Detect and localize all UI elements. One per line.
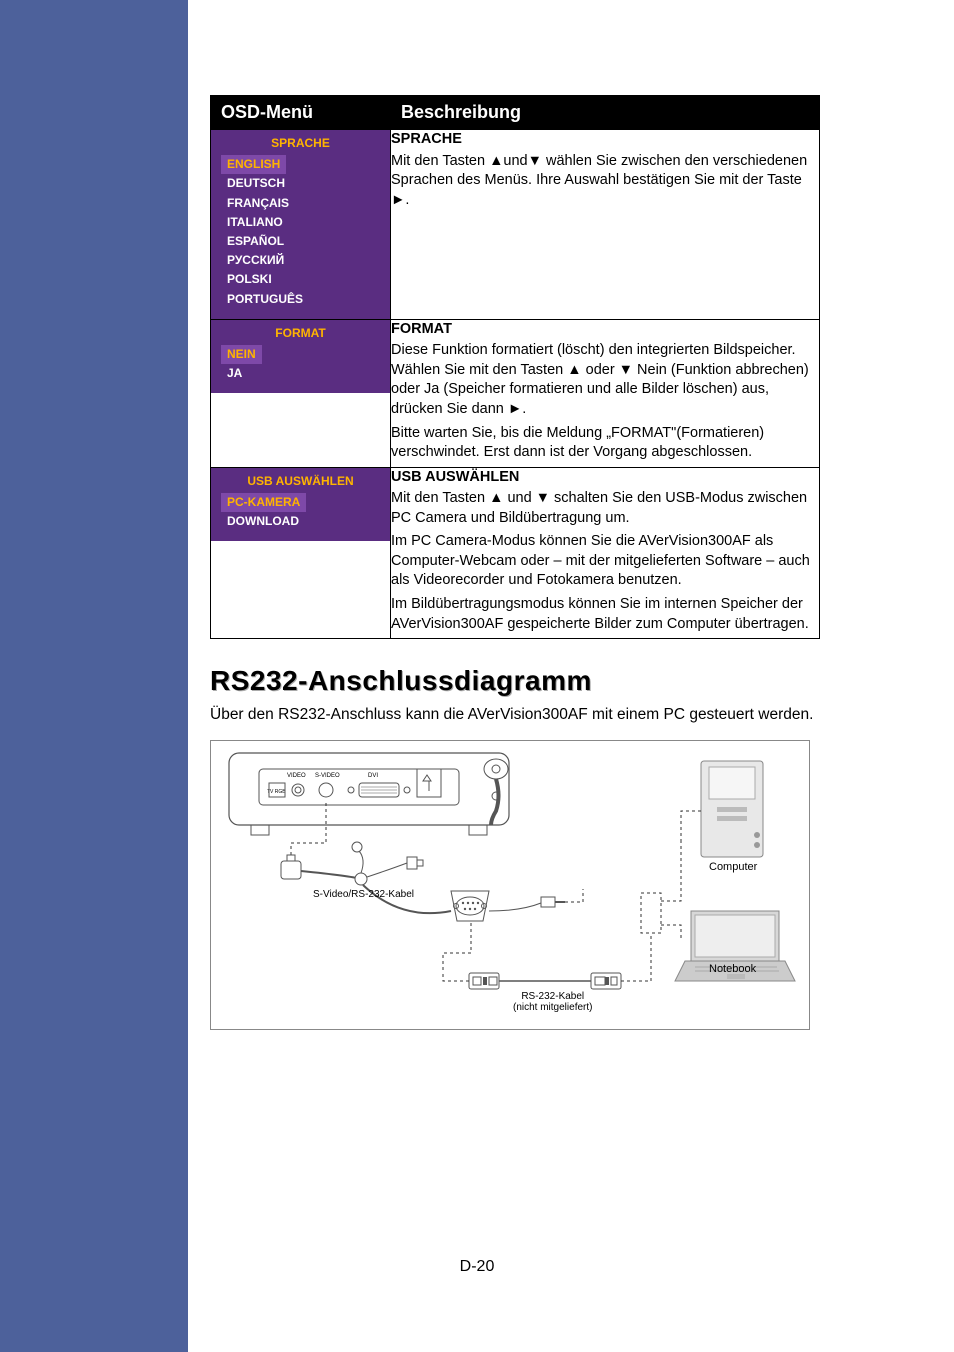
menu-selected: ENGLISH	[221, 155, 286, 174]
desc-title: FORMAT	[391, 320, 819, 340]
menu-title: USB AUSWÄHLEN	[221, 472, 380, 491]
col-header-menu: OSD-Menü	[211, 96, 391, 130]
osd-table: OSD-Menü Beschreibung SPRACHE ENGLISH DE…	[210, 95, 820, 639]
menu-selected: PC-KAMERA	[221, 493, 306, 512]
rs232-diagram: VIDEO S-VIDEO DVI TV RGB	[210, 740, 810, 1030]
port-label-dvi: DVI	[368, 773, 378, 779]
desc-para: Mit den Tasten ▲ und ▼ schalten Sie den …	[391, 489, 819, 528]
port-label-tvrgb: TV RGB	[267, 789, 286, 795]
desc-title: USB AUSWÄHLEN	[391, 468, 819, 488]
menu-item: DEUTSCH	[221, 174, 380, 193]
desc-para: Bitte warten Sie, bis die Meldung „FORMA…	[391, 424, 819, 463]
menu-selected: NEIN	[221, 345, 262, 364]
label-computer: Computer	[709, 861, 757, 873]
menu-cell-sprache: SPRACHE ENGLISH DEUTSCH FRANÇAIS ITALIAN…	[211, 130, 390, 319]
label-rs232-cable: RS-232-Kabel (nicht mitgeliefert)	[513, 991, 592, 1013]
diagram-svg: VIDEO S-VIDEO DVI TV RGB	[211, 741, 811, 1031]
desc-para: Diese Funktion formatiert (löscht) den i…	[391, 341, 819, 419]
desc-cell: FORMAT Diese Funktion formatiert (löscht…	[391, 319, 820, 467]
sidebar: AVerMedia	[0, 0, 188, 1352]
main-content: OSD-Menü Beschreibung SPRACHE ENGLISH DE…	[210, 95, 820, 1030]
menu-cell-format: FORMAT NEIN JA	[211, 320, 390, 394]
table-row: SPRACHE ENGLISH DEUTSCH FRANÇAIS ITALIAN…	[211, 130, 820, 320]
menu-title: FORMAT	[221, 324, 380, 343]
port-label-video: VIDEO	[287, 773, 306, 779]
table-row: USB AUSWÄHLEN PC-KAMERA DOWNLOAD USB AUS…	[211, 467, 820, 639]
desc-para: Im Bildübertragungsmodus können Sie im i…	[391, 595, 819, 634]
desc-para: Im PC Camera-Modus können Sie die AVerVi…	[391, 532, 819, 591]
menu-item: JA	[221, 364, 380, 383]
menu-cell-usb: USB AUSWÄHLEN PC-KAMERA DOWNLOAD	[211, 468, 390, 542]
section-intro: Über den RS232-Anschluss kann die AVerVi…	[210, 705, 820, 726]
menu-item: FRANÇAIS	[221, 194, 380, 213]
port-label-svideo: S-VIDEO	[315, 773, 340, 779]
menu-item: PORTUGUÊS	[221, 290, 380, 309]
menu-title: SPRACHE	[221, 134, 380, 153]
menu-item: ITALIANO	[221, 213, 380, 232]
menu-item: РУССКИЙ	[221, 251, 380, 270]
db9-connector-icon	[451, 891, 489, 921]
table-row: FORMAT NEIN JA FORMAT Diese Funktion for…	[211, 319, 820, 467]
desc-para: Mit den Tasten ▲und▼ wählen Sie zwischen…	[391, 152, 819, 211]
label-notebook: Notebook	[709, 963, 756, 975]
page-number: D-20	[0, 1258, 954, 1276]
notsupplied-text: (nicht mitgeliefert)	[513, 1002, 592, 1013]
rs232-text: RS-232-Kabel	[521, 991, 584, 1002]
menu-item: ESPAÑOL	[221, 232, 380, 251]
rs232-cable-icon	[469, 973, 621, 989]
section-title: RS232-Anschlussdiagramm	[210, 665, 820, 697]
menu-item: POLSKI	[221, 270, 380, 289]
col-header-desc: Beschreibung	[391, 96, 820, 130]
label-svideo-cable: S-Video/RS-232-Kabel	[313, 889, 414, 900]
desc-cell: USB AUSWÄHLEN Mit den Tasten ▲ und ▼ sch…	[391, 467, 820, 639]
desc-cell: SPRACHE Mit den Tasten ▲und▼ wählen Sie …	[391, 130, 820, 320]
menu-item: DOWNLOAD	[221, 512, 380, 531]
computer-icon	[701, 761, 763, 857]
desc-title: SPRACHE	[391, 130, 819, 150]
